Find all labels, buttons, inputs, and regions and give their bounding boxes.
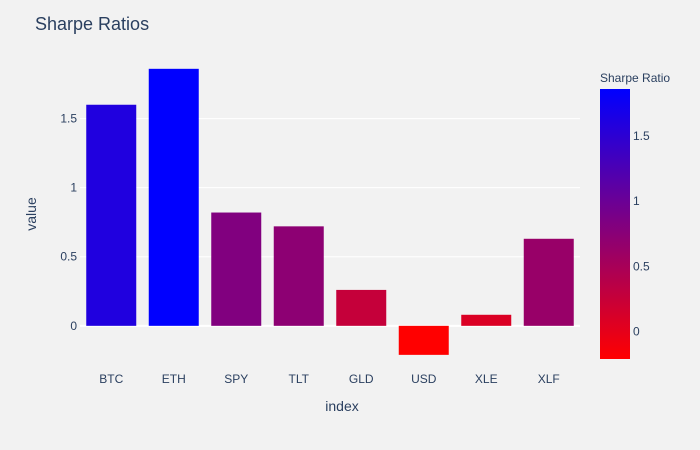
bar-xle [461, 314, 512, 326]
x-tick-label: GLD [349, 372, 374, 386]
x-tick-label: ETH [162, 372, 186, 386]
y-tick-layer: 0 0.5 1 1.5 [60, 112, 77, 333]
colorbar-tick-layer: 0 0.5 1 1.5 [633, 129, 650, 339]
x-tick-label: USD [411, 372, 437, 386]
x-tick-label: XLE [475, 372, 498, 386]
bar-layer [86, 68, 574, 355]
x-tick-label: TLT [289, 372, 310, 386]
bar-usd [398, 325, 449, 355]
x-axis-title: index [325, 398, 358, 414]
y-tick-label: 0.5 [60, 250, 77, 264]
bar-tlt [273, 226, 324, 326]
colorbar-tick-label: 1.5 [633, 129, 650, 143]
bar-spy [211, 212, 262, 326]
colorbar-tick-label: 0.5 [633, 259, 650, 273]
y-tick-label: 0 [70, 319, 77, 333]
bar-btc [86, 104, 137, 326]
y-axis-title: value [23, 197, 39, 231]
colorbar-tick-label: 0 [633, 325, 640, 339]
bar-xlf [523, 238, 574, 326]
colorbar-title: Sharpe Ratio [600, 71, 670, 85]
chart-title: Sharpe Ratios [35, 14, 149, 34]
y-tick-label: 1.5 [60, 112, 77, 126]
x-tick-layer: BTC ETH SPY TLT GLD USD XLE XLF [99, 372, 560, 386]
bar-eth [148, 68, 199, 326]
colorbar: Sharpe Ratio 0 0.5 1 1.5 [600, 71, 670, 359]
x-tick-label: BTC [99, 372, 123, 386]
colorbar-gradient [600, 89, 630, 359]
colorbar-tick-label: 1 [633, 194, 640, 208]
x-tick-label: SPY [224, 372, 248, 386]
x-tick-label: XLF [538, 372, 560, 386]
bar-gld [336, 289, 387, 326]
y-tick-label: 1 [70, 181, 77, 195]
